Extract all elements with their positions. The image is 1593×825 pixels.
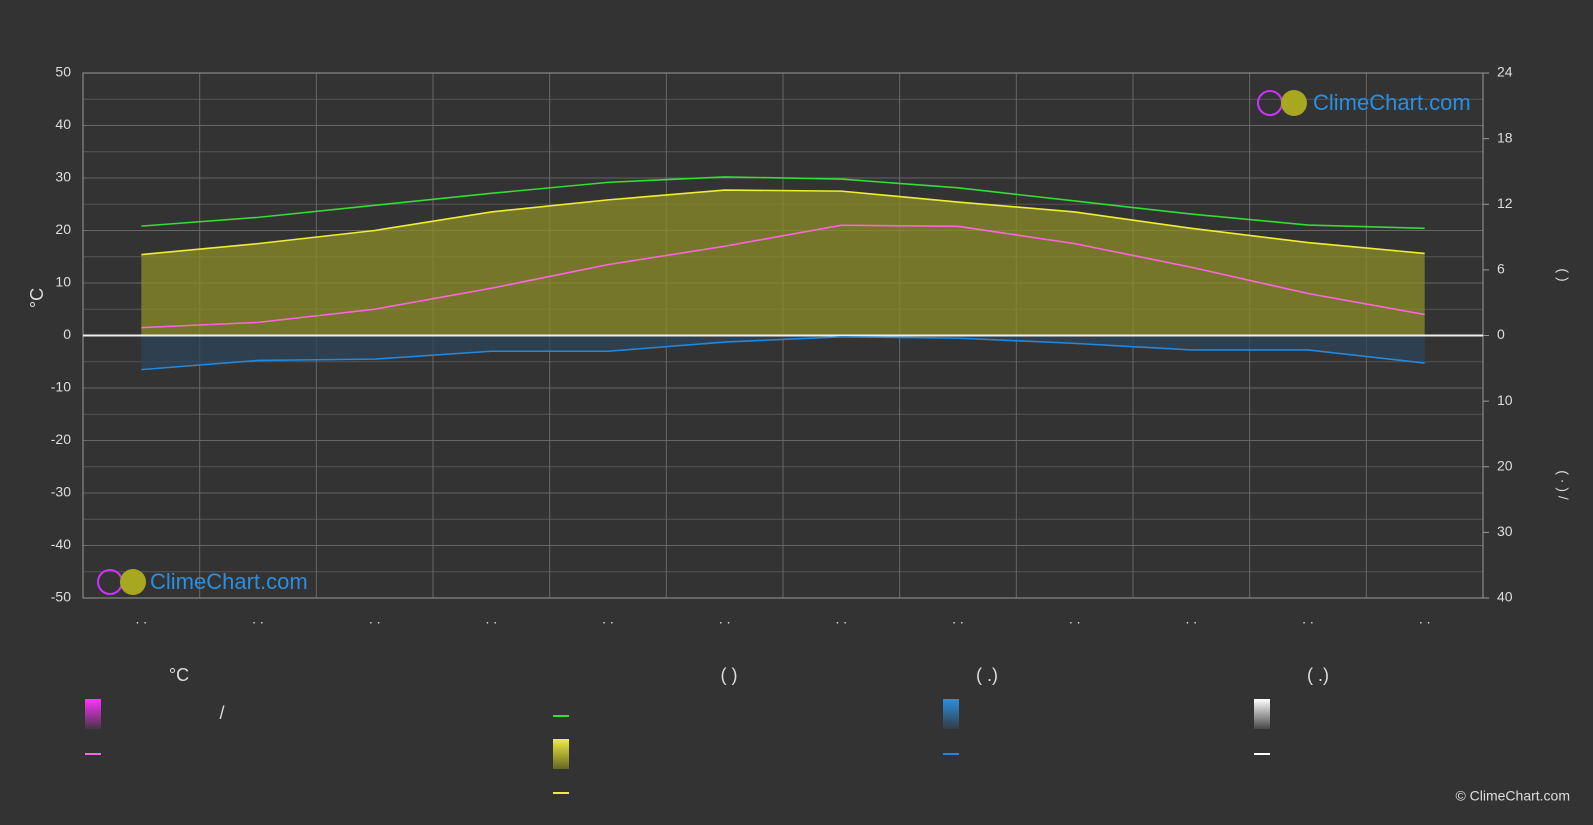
series-line [141,189,1425,256]
legend-swatch [85,699,101,729]
legend: °C ( ) ( .) ( .) / [85,665,1329,794]
y-axis-title: °C [27,288,47,308]
y-tick-label: -20 [51,431,71,447]
y2-tick-label: 18 [1497,129,1513,145]
x-tick-label: . . [835,611,847,627]
y2-tick-label: 0 [1497,326,1505,342]
x-tick-label: . . [1185,611,1197,627]
y-tick-label: -40 [51,536,71,552]
y3-tick-label: 30 [1497,523,1513,539]
x-tick-label: . . [602,611,614,627]
legend-label: / [219,703,224,723]
y2-tick-label: 6 [1497,261,1505,277]
y-tick-label: -10 [51,379,71,395]
x-tick-label: . . [485,611,497,627]
y3-tick-label: 10 [1497,392,1513,408]
y3-tick-label: 20 [1497,457,1513,473]
y-tick-label: 0 [63,326,71,342]
logo: ClimeChart.com [97,569,308,595]
x-tick-label: . . [135,611,147,627]
y3-tick-label: 40 [1497,589,1513,605]
series-line [141,336,1425,371]
logo: ClimeChart.com [1257,90,1471,116]
y-tick-label: 40 [55,116,71,132]
y2-tick-label: 24 [1497,64,1513,80]
y-tick-label: 50 [55,64,71,80]
x-tick-label: . . [952,611,964,627]
y-tick-label: 10 [55,274,71,290]
legend-title: °C [169,665,189,685]
x-tick-label: . . [1069,611,1081,627]
legend-title: ( .) [976,665,998,685]
y-tick-label: -30 [51,484,71,500]
x-tick-label: . . [719,611,731,627]
legend-swatch [553,739,569,769]
legend-swatch [943,699,959,729]
legend-swatch [1254,699,1270,729]
y-tick-label: 20 [55,221,71,237]
series-line [141,224,1425,329]
x-tick-label: . . [1302,611,1314,627]
x-tick-label: . . [1419,611,1431,627]
x-tick-label: . . [252,611,264,627]
copyright: © ClimeChart.com [1455,788,1570,804]
legend-title: ( ) [721,665,738,685]
series-line [141,176,1425,230]
watermark: ClimeChart.com [1313,90,1471,115]
y2-axis-title: ( ) [1555,268,1571,281]
y2-tick-label: 12 [1497,195,1513,211]
series-area [141,190,1425,336]
legend-title: ( .) [1307,665,1329,685]
x-tick-label: . . [369,611,381,627]
y3-axis-title: ( · ) / [1555,470,1571,500]
y-tick-label: 30 [55,169,71,185]
y-tick-label: -50 [51,589,71,605]
watermark: ClimeChart.com [150,569,308,594]
series-area [141,335,1425,370]
plot-area: 50 40 30 20 10 0 -10 -20 -30 -40 -50 24 18 12 6 0 10 20 30… [51,64,1513,627]
